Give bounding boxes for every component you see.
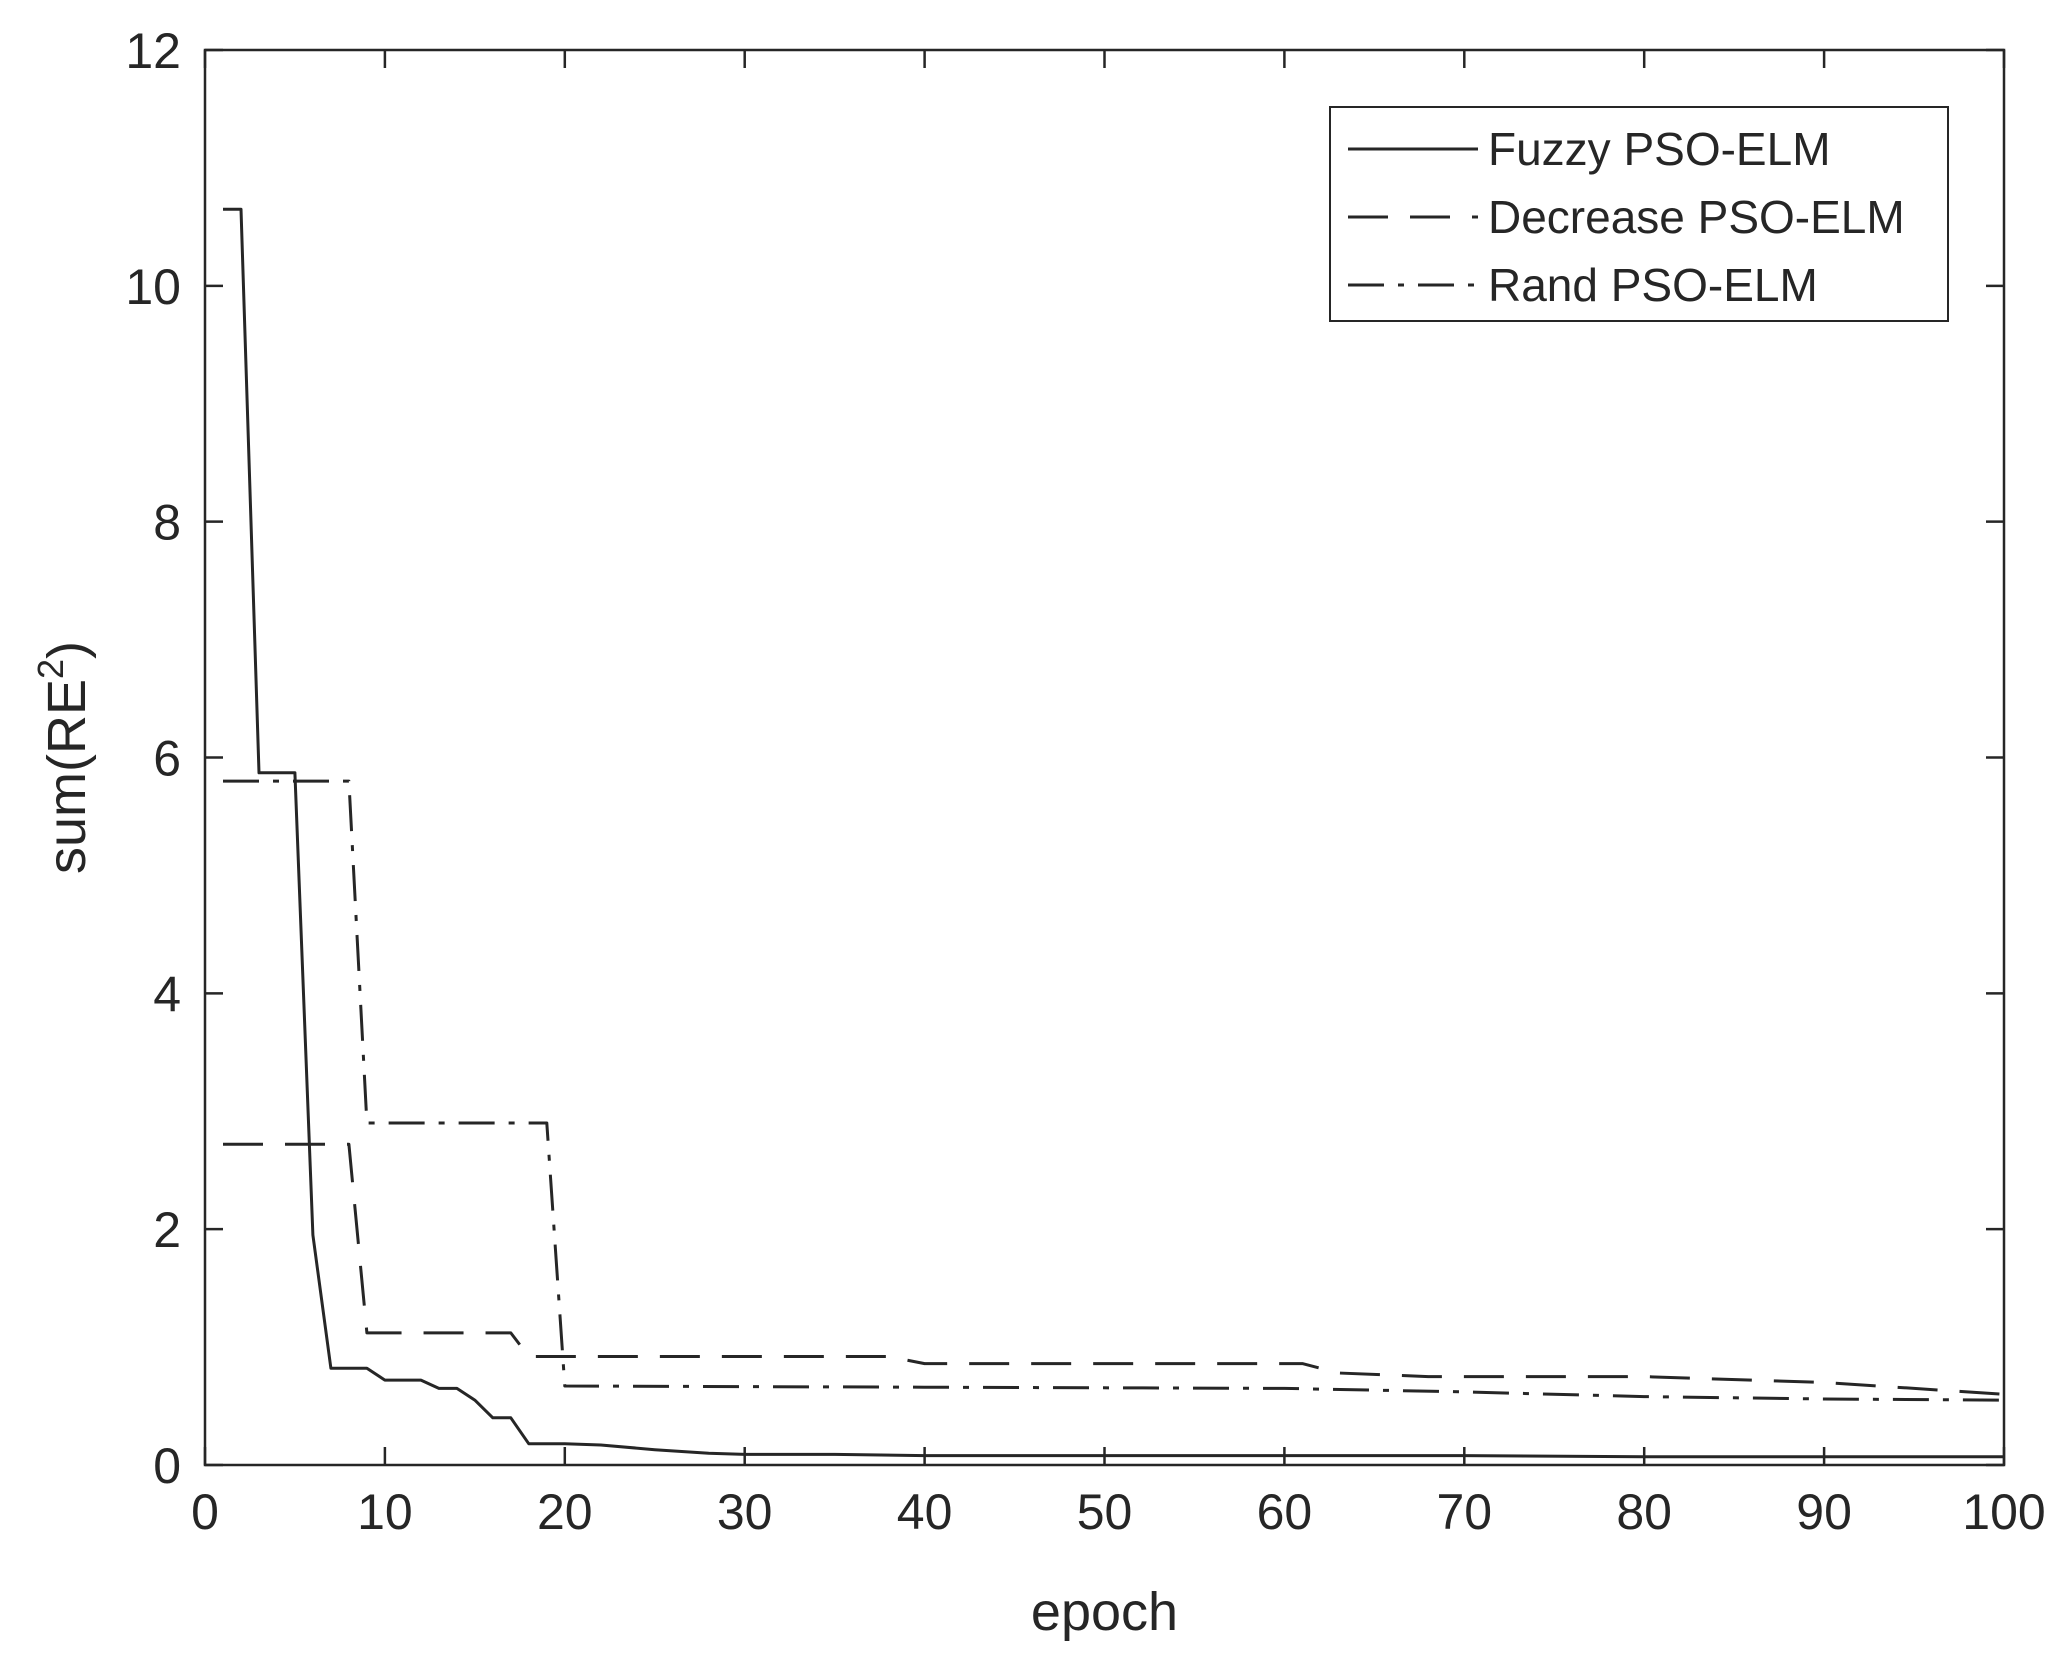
x-tick-label: 40 [897,1484,953,1540]
series-layer [223,207,2005,1459]
legend: Fuzzy PSO-ELM Decrease PSO-ELM Rand PSO-EL… [1329,106,1949,322]
y-axis-label-main: sum(RE [37,679,97,874]
legend-entry-1: Fuzzy PSO-ELM [1488,123,1831,175]
x-tick-label: 100 [1962,1484,2045,1540]
y-tick-label: 10 [125,259,181,315]
x-tick-label: 60 [1257,1484,1313,1540]
x-tick-label: 10 [357,1484,413,1540]
x-tick-label: 30 [717,1484,773,1540]
y-axis-label-superscript: 2 [30,659,71,679]
y-tick-label: 2 [153,1202,181,1258]
x-tick-label: 20 [537,1484,593,1540]
y-tick-label: 4 [153,966,181,1022]
x-tick-label: 70 [1436,1484,1492,1540]
y-tick-label: 0 [153,1438,181,1494]
series-line-3 [223,779,2005,1402]
y-tick-label: 6 [153,731,181,787]
y-tick-label: 12 [125,23,181,79]
legend-entry-2: Decrease PSO-ELM [1488,191,1905,243]
x-tick-label: 50 [1077,1484,1133,1540]
y-axis-label-close: ) [37,641,97,659]
series-line-2 [223,1142,2005,1396]
ticks-layer: 0 10 20 30 40 50 60 70 80 90 100 0 2 4 6 8 10 12 [125,23,2045,1540]
series-line-1 [223,207,2004,1459]
y-tick-label: 8 [153,495,181,551]
x-tick-label: 90 [1796,1484,1852,1540]
x-axis-label: epoch [1031,1582,1178,1642]
x-tick-label: 80 [1616,1484,1672,1540]
x-tick-label: 0 [191,1484,219,1540]
y-axis-label: sum(RE2) [30,641,97,874]
legend-entry-3: Rand PSO-ELM [1488,259,1818,311]
